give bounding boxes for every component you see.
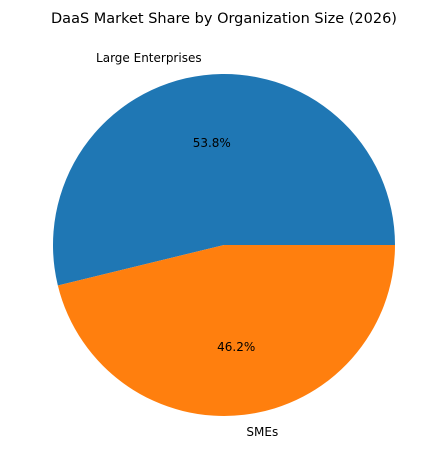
pie-labels: Large Enterprises 53.8% SMEs 46.2% xyxy=(96,51,278,439)
slice-percent-smes: 46.2% xyxy=(217,340,255,354)
chart-title: DaaS Market Share by Organization Size (… xyxy=(51,11,397,27)
slice-label-smes: SMEs xyxy=(246,425,278,439)
slice-percent-large-enterprises: 53.8% xyxy=(193,136,231,150)
pie-slice-large-enterprises xyxy=(52,73,395,286)
pie-slice-smes xyxy=(57,245,395,416)
pie-slices xyxy=(52,73,395,416)
slice-label-large-enterprises: Large Enterprises xyxy=(96,51,202,65)
